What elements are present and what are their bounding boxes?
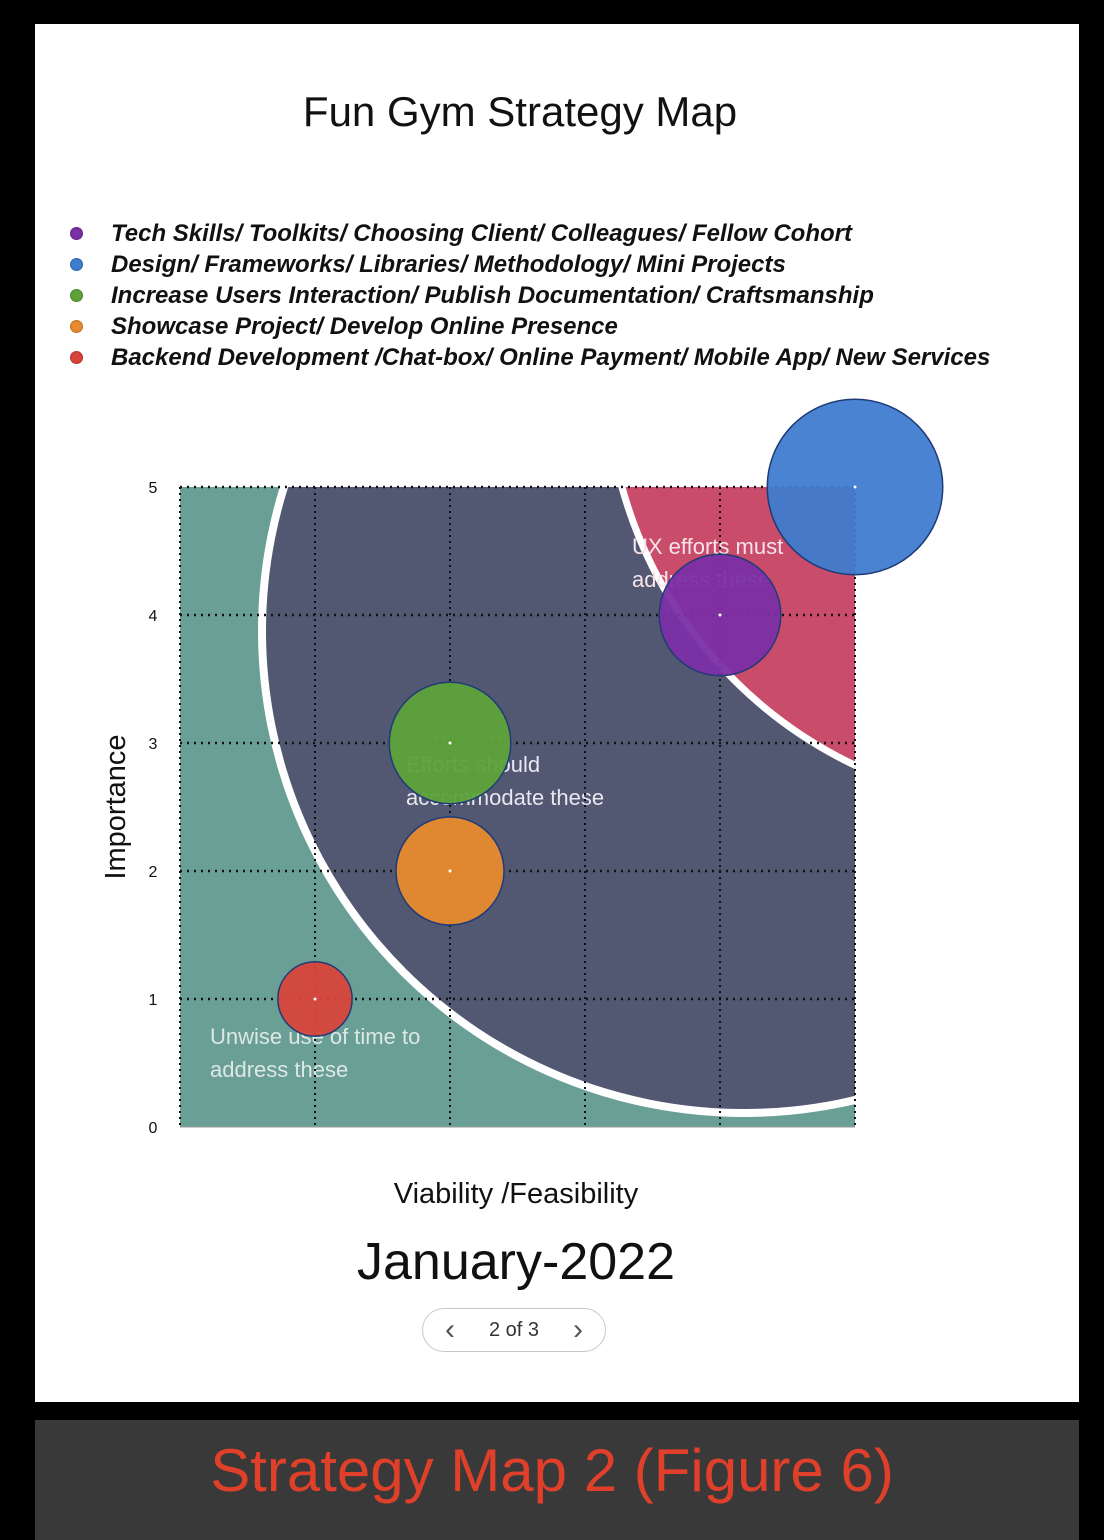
bubble-center-marker bbox=[853, 485, 857, 489]
zone-outer-label-line2: address these bbox=[210, 1057, 348, 1082]
legend-label: Design/ Frameworks/ Libraries/ Methodolo… bbox=[111, 250, 786, 278]
pager-next-button[interactable]: › bbox=[572, 1313, 583, 1346]
bubble-center-marker bbox=[313, 997, 317, 1001]
pager: ‹ 2 of 3 › bbox=[422, 1308, 606, 1352]
legend-dot-icon bbox=[70, 258, 83, 271]
legend-label: Increase Users Interaction/ Publish Docu… bbox=[111, 281, 874, 309]
date-label: January-2022 bbox=[357, 1233, 675, 1291]
y-tick-label: 0 bbox=[149, 1120, 158, 1137]
legend-item: Backend Development /Chat-box/ Online Pa… bbox=[70, 342, 990, 373]
y-tick-label: 4 bbox=[149, 608, 158, 625]
legend-item: Showcase Project/ Develop Online Presenc… bbox=[70, 311, 990, 342]
x-axis-label: Viability /Feasibility bbox=[393, 1178, 639, 1210]
legend-dot-icon bbox=[70, 320, 83, 333]
legend-label: Backend Development /Chat-box/ Online Pa… bbox=[111, 343, 991, 371]
pager-text: 2 of 3 bbox=[488, 1318, 540, 1341]
y-tick-label: 5 bbox=[149, 480, 158, 497]
chart-title: Fun Gym Strategy Map bbox=[302, 88, 738, 135]
legend-dot-icon bbox=[70, 227, 83, 240]
caption: Strategy Map 2 (Figure 6) bbox=[210, 1437, 894, 1504]
bubble-center-marker bbox=[718, 613, 722, 617]
y-tick-label: 3 bbox=[149, 736, 158, 753]
legend-label: Tech Skills/ Toolkits/ Choosing Client/ … bbox=[111, 219, 852, 247]
y-tick-label: 1 bbox=[149, 992, 158, 1009]
legend: Tech Skills/ Toolkits/ Choosing Client/ … bbox=[70, 218, 990, 373]
legend-label: Showcase Project/ Develop Online Presenc… bbox=[111, 312, 618, 340]
legend-dot-icon bbox=[70, 351, 83, 364]
bubble-center-marker bbox=[448, 869, 452, 873]
caption-bar bbox=[35, 1420, 1079, 1540]
y-axis-label: Importance bbox=[100, 734, 132, 879]
bubble-chart: Unwise use of time to address these Effo… bbox=[100, 398, 944, 1137]
legend-dot-icon bbox=[70, 289, 83, 302]
legend-item: Tech Skills/ Toolkits/ Choosing Client/ … bbox=[70, 218, 990, 249]
bubbles bbox=[277, 398, 944, 1037]
y-tick-label: 2 bbox=[149, 864, 158, 881]
y-axis-ticks: 0 1 2 3 4 5 bbox=[149, 480, 158, 1137]
legend-item: Increase Users Interaction/ Publish Docu… bbox=[70, 280, 990, 311]
pager-prev-button[interactable]: ‹ bbox=[445, 1313, 455, 1346]
bubble-center-marker bbox=[448, 741, 452, 745]
legend-item: Design/ Frameworks/ Libraries/ Methodolo… bbox=[70, 249, 990, 280]
